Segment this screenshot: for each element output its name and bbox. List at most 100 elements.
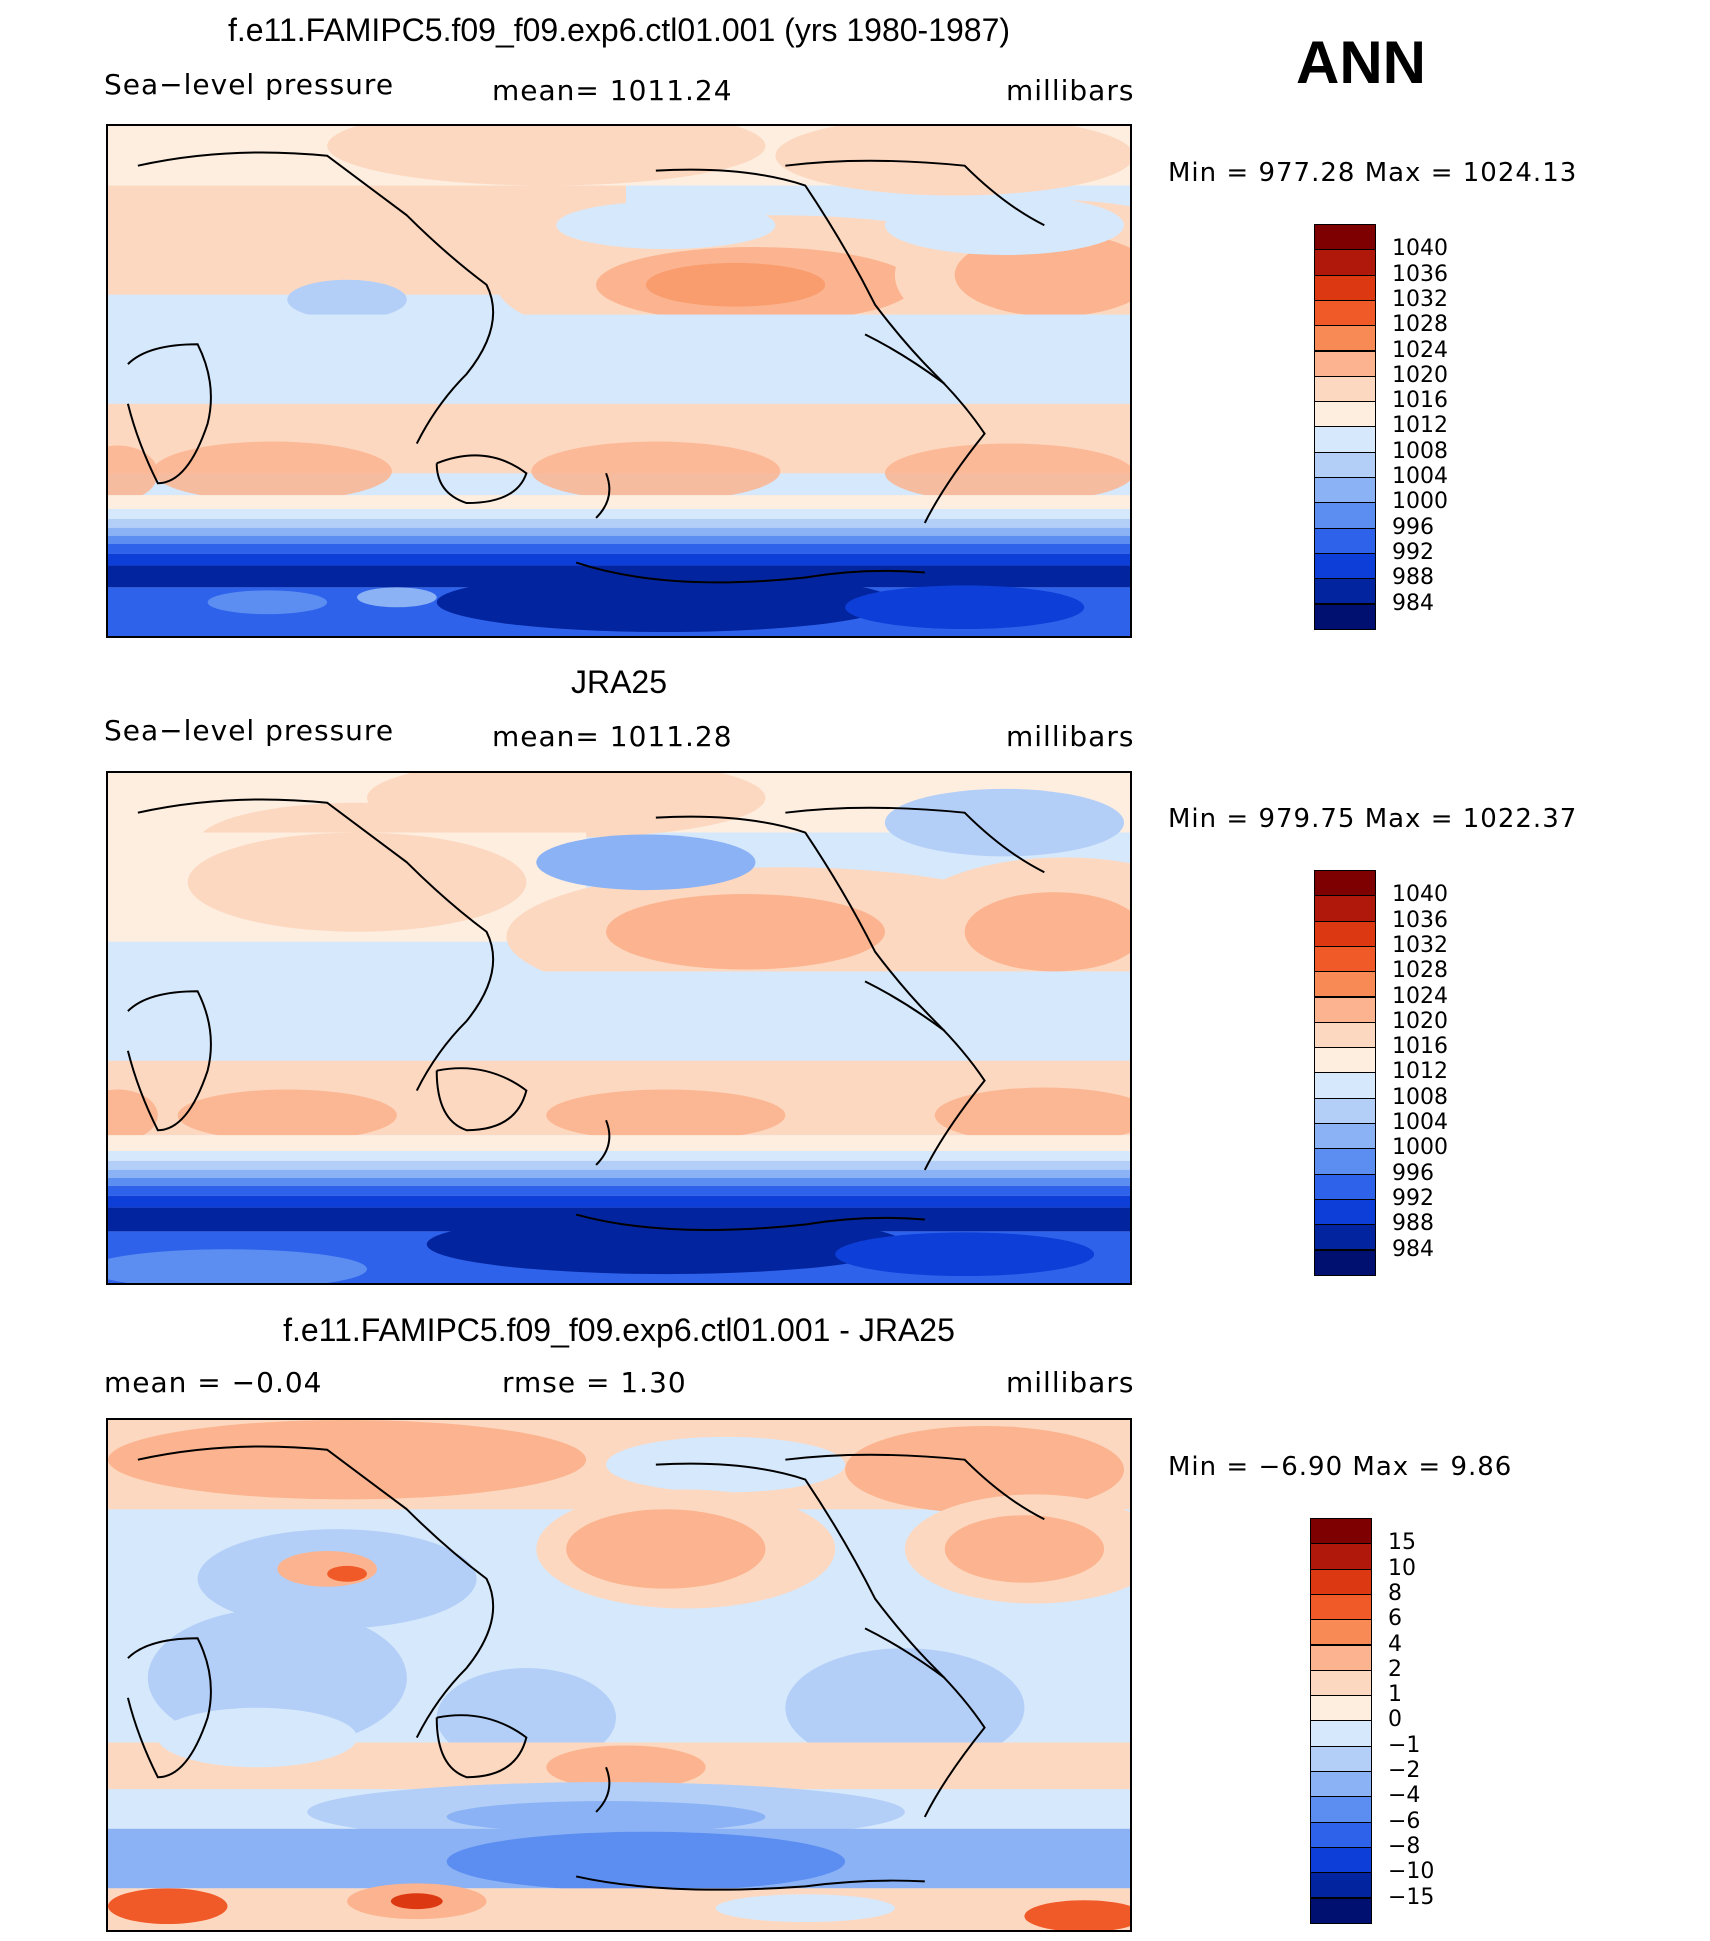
colorbar-swatch — [1310, 1872, 1372, 1899]
colorbar-tick-label: 988 — [1392, 1211, 1434, 1237]
colorbar-swatch — [1310, 1821, 1372, 1848]
colorbar-swatch — [1310, 1720, 1372, 1747]
colorbar-tick-label: 1028 — [1392, 312, 1448, 338]
colorbar-tick-label: 1036 — [1392, 261, 1448, 287]
panel-3-mean-label: mean = −0.04 — [104, 1366, 323, 1399]
colorbar-tick-label: 1020 — [1392, 362, 1448, 388]
colorbar-tick-label: 1040 — [1392, 236, 1448, 262]
colorbar-swatch — [1314, 274, 1376, 301]
colorbar-tick-label: 10 — [1388, 1555, 1416, 1581]
panel-3-minmax: Min = −6.90 Max = 9.86 — [1168, 1452, 1513, 1482]
colorbar-tick-label: 8 — [1388, 1580, 1402, 1606]
season-label: ANN — [1296, 29, 1426, 96]
panel-2-colorbar: 1040 1036 1032 1028 1024 1020 1016 1012 1008 1004… — [1314, 870, 1448, 1276]
colorbar-tick-label: 1016 — [1392, 1034, 1448, 1060]
colorbar-tick-label: −6 — [1388, 1808, 1421, 1834]
colorbar-swatch — [1314, 401, 1376, 428]
colorbar-swatch — [1310, 1518, 1372, 1545]
colorbar-tick-label: 1000 — [1392, 1135, 1448, 1161]
colorbar-swatch — [1314, 426, 1376, 453]
colorbar-swatch — [1314, 325, 1376, 352]
colorbar-tick-label: 996 — [1392, 1160, 1434, 1186]
colorbar-tick-label: 1024 — [1392, 337, 1448, 363]
colorbar-swatch — [1314, 375, 1376, 403]
colorbar-swatch — [1310, 1669, 1372, 1697]
colorbar-tick-label: 1040 — [1392, 882, 1448, 908]
panel-1-mean-label: mean= 1011.24 — [492, 74, 733, 107]
panel-3-rmse-label: rmse = 1.30 — [502, 1366, 687, 1399]
colorbar-tick-label: 996 — [1392, 514, 1434, 540]
colorbar-swatch — [1314, 578, 1376, 605]
colorbar-tick-label: 1000 — [1392, 489, 1448, 515]
panel-2-units-label: millibars — [1006, 720, 1135, 753]
colorbar-swatch — [1310, 1619, 1372, 1646]
panel-3-map — [106, 1418, 1132, 1932]
colorbar-swatch — [1314, 971, 1376, 998]
colorbar-tick-label: 1008 — [1392, 1084, 1448, 1110]
panel-1-map — [106, 124, 1132, 638]
colorbar-swatch — [1314, 249, 1376, 276]
colorbar-swatch — [1314, 502, 1376, 529]
panel-1-minmax: Min = 977.28 Max = 1024.13 — [1168, 158, 1578, 188]
colorbar-tick-label: 2 — [1388, 1656, 1402, 1682]
panel-2-mean-label: mean= 1011.28 — [492, 720, 733, 753]
colorbar-swatch — [1310, 1796, 1372, 1823]
colorbar-swatch — [1310, 1543, 1372, 1570]
colorbar-swatch — [1314, 603, 1376, 630]
colorbar-tick-label: 1004 — [1392, 1110, 1448, 1135]
colorbar-tick-label: 1004 — [1392, 464, 1448, 489]
colorbar-tick-label: −1 — [1388, 1732, 1421, 1758]
colorbar-swatch — [1314, 224, 1376, 251]
colorbar-swatch — [1314, 1224, 1376, 1251]
colorbar-swatch — [1314, 350, 1376, 377]
colorbar-swatch — [1310, 1771, 1372, 1798]
colorbar-tick-label: 1 — [1388, 1682, 1402, 1708]
colorbar-swatch — [1310, 1644, 1372, 1671]
colorbar-tick-label: 1032 — [1392, 932, 1448, 958]
colorbar-tick-label: 992 — [1392, 1185, 1434, 1211]
panel-1-title: f.e11.FAMIPC5.f09_f09.exp6.ctl01.001 (yr… — [227, 12, 1011, 48]
colorbar-swatch — [1314, 895, 1376, 922]
panel-2-title: JRA25 — [570, 664, 668, 700]
colorbar-tick-label: 984 — [1392, 1236, 1434, 1262]
colorbar-tick-label: 1036 — [1392, 907, 1448, 933]
colorbar-swatch — [1310, 1695, 1372, 1722]
panel-3-units-label: millibars — [1006, 1366, 1135, 1399]
panel-1-variable-label: Sea−level pressure — [104, 68, 395, 101]
colorbar-tick-label: 1028 — [1392, 958, 1448, 984]
colorbar-swatch — [1314, 552, 1376, 580]
colorbar-swatch — [1314, 451, 1376, 478]
panel-1-colorbar: 1040 1036 1032 1028 1024 1020 1016 1012 1008 1004… — [1314, 224, 1448, 630]
colorbar-swatch — [1314, 527, 1376, 554]
panel-2-minmax: Min = 979.75 Max = 1022.37 — [1168, 804, 1578, 834]
panel-2-map — [106, 771, 1132, 1285]
colorbar-swatch — [1314, 1148, 1376, 1175]
colorbar-swatch — [1314, 1249, 1376, 1276]
colorbar-tick-label: −2 — [1388, 1758, 1421, 1783]
colorbar-swatch — [1314, 477, 1376, 504]
colorbar-swatch — [1314, 996, 1376, 1023]
panel-3-colorbar: 15 10 8 6 4 2 1 0 −1 −2 −4 −6 −8 −10 −15 — [1310, 1518, 1434, 1924]
colorbar-tick-label: −8 — [1388, 1833, 1421, 1859]
colorbar-tick-label: −15 — [1388, 1884, 1435, 1910]
panel-3-title: f.e11.FAMIPC5.f09_f09.exp6.ctl01.001 - J… — [283, 1312, 955, 1348]
colorbar-swatch — [1314, 945, 1376, 973]
colorbar-swatch — [1314, 299, 1376, 327]
colorbar-tick-label: 1016 — [1392, 388, 1448, 414]
colorbar-tick-label: 6 — [1388, 1606, 1402, 1632]
panel-2-variable-label: Sea−level pressure — [104, 714, 395, 747]
colorbar-tick-label: 988 — [1392, 565, 1434, 591]
colorbar-swatch — [1314, 920, 1376, 947]
colorbar-swatch — [1314, 870, 1376, 897]
colorbar-tick-label: 1024 — [1392, 983, 1448, 1009]
colorbar-swatch — [1314, 1072, 1376, 1099]
colorbar-tick-label: 992 — [1392, 539, 1434, 565]
panel-1-units-label: millibars — [1006, 74, 1135, 107]
colorbar-tick-label: −4 — [1388, 1783, 1421, 1809]
colorbar-tick-label: 1020 — [1392, 1008, 1448, 1034]
colorbar-tick-label: 1012 — [1392, 413, 1448, 439]
colorbar-swatch — [1310, 1745, 1372, 1772]
colorbar-tick-label: −10 — [1388, 1859, 1435, 1885]
colorbar-tick-label: 15 — [1388, 1530, 1416, 1556]
colorbar-swatch — [1310, 1897, 1372, 1924]
